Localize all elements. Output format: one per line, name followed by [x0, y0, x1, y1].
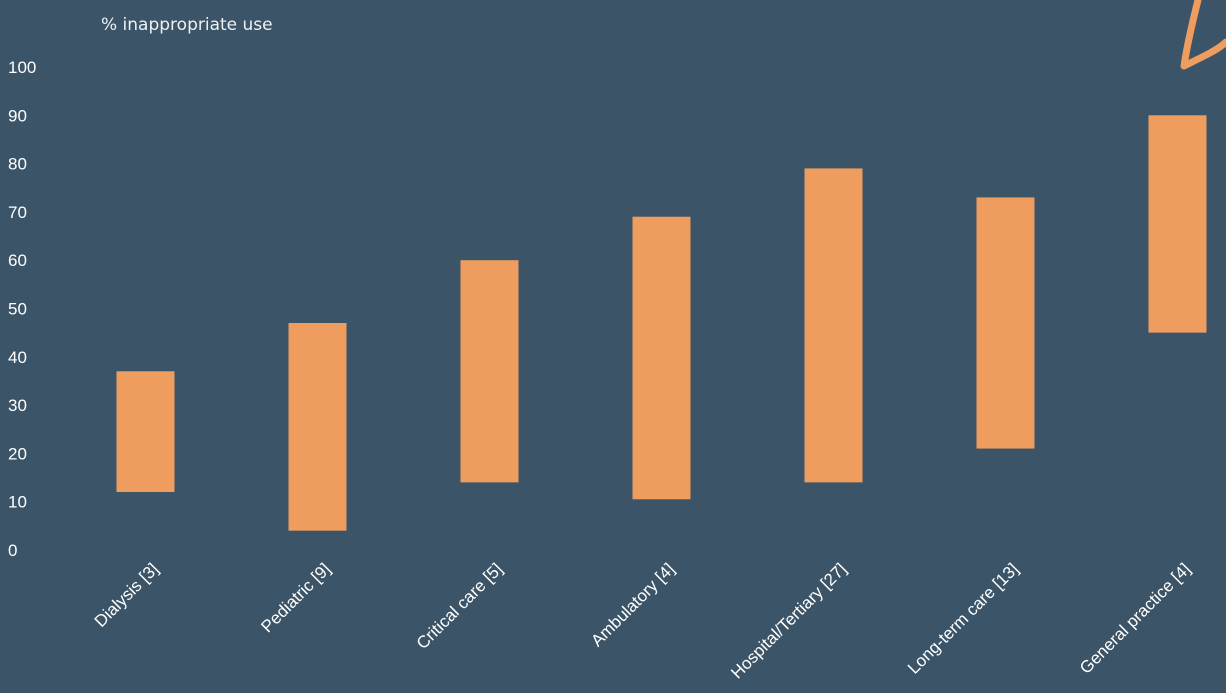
y-tick-label: 70 [8, 203, 27, 222]
x-tick-label: Long-term care [13] [904, 559, 1022, 677]
bars [116, 115, 1207, 531]
x-tick-label: Pediatric [9] [257, 559, 334, 636]
bar [116, 371, 175, 493]
x-axis-ticks: Dialysis [3] Pediatric [9] Critical care [… [91, 559, 1195, 682]
bar [460, 260, 519, 483]
arrow-annotation-icon [1180, 0, 1226, 70]
y-axis-ticks: 0 10 20 30 40 50 60 70 80 90 100 [8, 58, 36, 560]
bar [632, 216, 691, 500]
y-tick-label: 10 [8, 493, 27, 512]
y-tick-label: 80 [8, 155, 27, 174]
y-tick-label: 30 [8, 396, 27, 415]
bar [976, 197, 1035, 449]
x-tick-label: Dialysis [3] [91, 559, 163, 631]
y-tick-label: 40 [8, 348, 27, 367]
y-tick-label: 90 [8, 106, 27, 125]
bar [804, 168, 863, 483]
bar [1148, 115, 1207, 333]
x-tick-label: Hospital/Tertiary [27] [727, 559, 850, 682]
x-tick-label: Ambulatory [4] [587, 559, 678, 650]
bar [288, 322, 347, 531]
y-tick-label: 60 [8, 251, 27, 270]
y-axis-label: % inappropriate use [101, 15, 273, 35]
x-tick-label: Critical care [5] [413, 559, 507, 653]
y-tick-label: 50 [8, 300, 27, 319]
x-tick-label: General practice [4] [1076, 559, 1194, 677]
y-tick-label: 0 [8, 541, 17, 560]
y-tick-label: 20 [8, 444, 27, 463]
y-tick-label: 100 [8, 58, 36, 77]
